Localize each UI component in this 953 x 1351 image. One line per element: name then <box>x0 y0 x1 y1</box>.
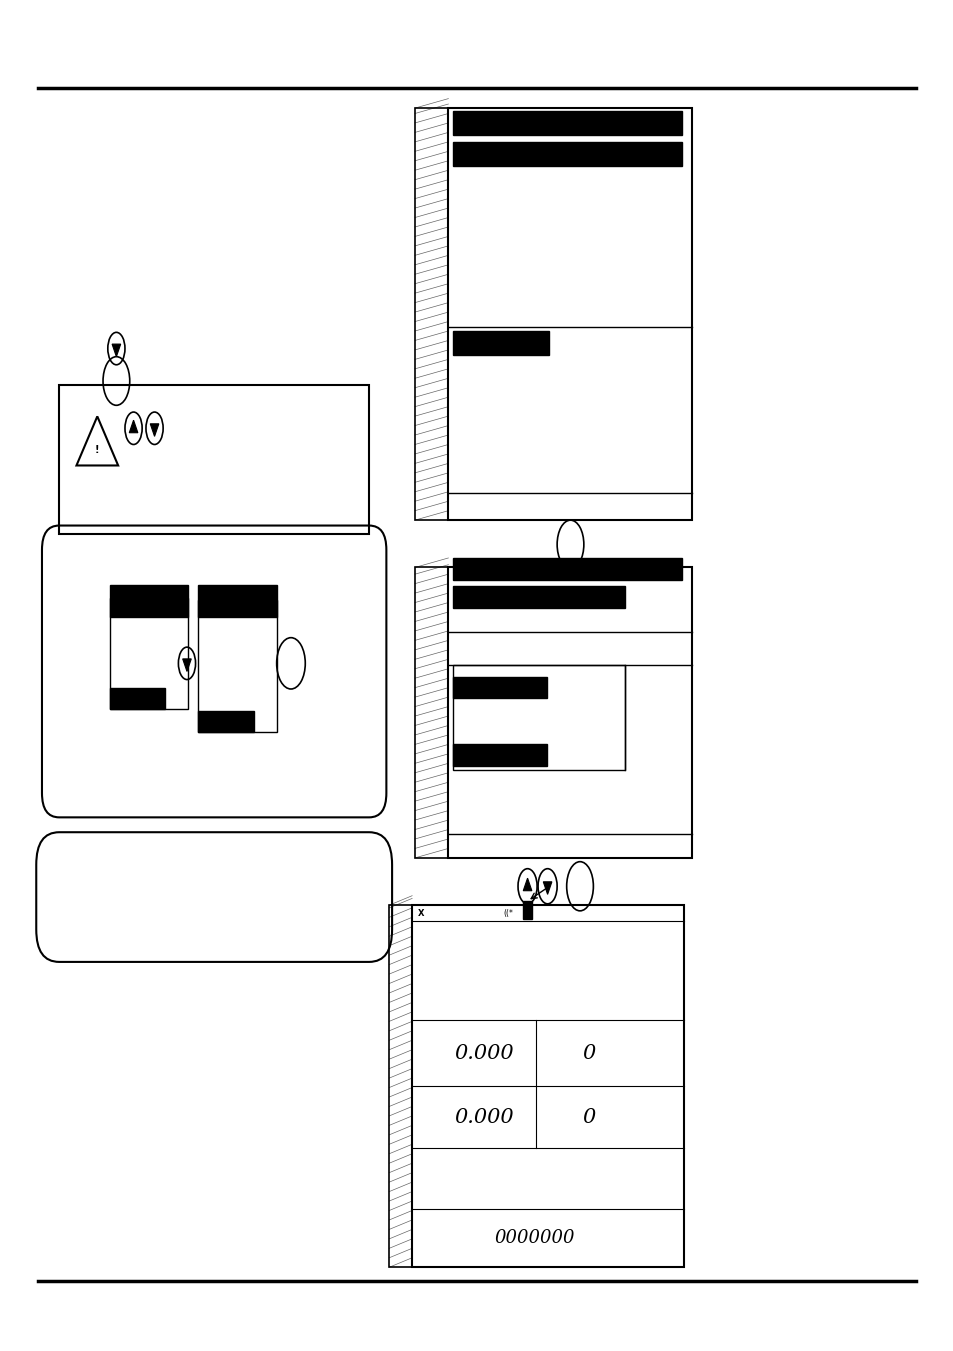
Polygon shape <box>543 882 551 894</box>
Text: 0.000: 0.000 <box>454 1108 513 1127</box>
Polygon shape <box>182 659 191 671</box>
Bar <box>389 905 412 1267</box>
Bar <box>448 567 691 858</box>
Bar <box>448 108 691 520</box>
Bar <box>453 744 546 766</box>
Bar <box>453 665 624 770</box>
Bar <box>198 600 276 732</box>
Bar <box>453 111 681 135</box>
Bar <box>415 567 448 858</box>
Polygon shape <box>151 424 158 436</box>
Bar <box>110 598 188 709</box>
Polygon shape <box>130 420 138 432</box>
Bar <box>110 585 188 617</box>
Bar <box>412 905 683 1267</box>
Text: 0000000: 0000000 <box>494 1229 574 1247</box>
Bar <box>415 108 448 520</box>
Bar <box>453 677 546 698</box>
Bar <box>110 688 165 709</box>
Bar <box>453 331 548 355</box>
Bar <box>198 585 276 617</box>
Polygon shape <box>112 345 120 357</box>
Text: 0: 0 <box>581 1108 595 1127</box>
Bar <box>198 711 253 732</box>
Text: ((*: ((* <box>503 909 513 917</box>
Bar <box>453 142 681 166</box>
Polygon shape <box>522 878 531 890</box>
Bar <box>59 385 369 534</box>
Bar <box>453 558 681 580</box>
Bar <box>453 586 624 608</box>
Bar <box>522 901 532 919</box>
Text: 0: 0 <box>581 1043 595 1063</box>
Text: !: ! <box>95 444 99 455</box>
Text: 0.000: 0.000 <box>454 1043 513 1063</box>
Text: X: X <box>417 909 423 917</box>
